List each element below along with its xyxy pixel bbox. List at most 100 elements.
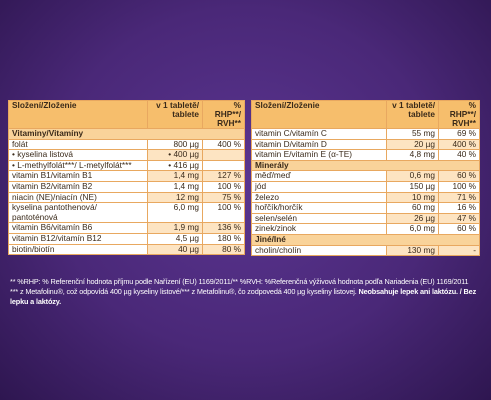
table-row: vitamin D/vitamín D 20 µg 400 % (251, 138, 480, 151)
table-row: vitamin C/vitamín C 55 mg 69 % (251, 128, 480, 140)
table-row: železo 10 mg 71 % (251, 191, 480, 204)
rhp: 136 % (202, 222, 245, 234)
nutrient-name: vitamin B2/vitamín B2 (8, 180, 148, 193)
section-title: Jiné/Iné (251, 233, 480, 246)
table-row: biotin/biotín 40 µg 80 % (8, 243, 245, 256)
amount: 55 mg (386, 128, 439, 140)
rhp: 60 % (438, 223, 480, 235)
nutrient-name: kyselina pantothenová/ pantoténová (8, 202, 148, 224)
rhp: 16 % (438, 202, 480, 214)
table-row: • kyselina listová • 400 µg (8, 149, 245, 161)
nutrient-name: hořčík/horčík (251, 202, 387, 214)
nutrient-name: zinek/zinok (251, 223, 387, 235)
section-title: Minerály (251, 159, 480, 172)
rhp: 69 % (438, 128, 480, 140)
header-cell: Složení/Zloženie (251, 100, 387, 129)
amount: 4,5 µg (147, 232, 203, 245)
table-row: kyselina pantothenová/ pantoténová 6,0 mg… (8, 202, 245, 224)
amount: 40 µg (147, 243, 203, 256)
nutrient-name: vitamin E/vitamín E (α-TE) (251, 149, 387, 161)
amount: 10 mg (386, 191, 439, 204)
amount: • 416 µg (147, 159, 203, 172)
table-row: folát 800 µg 400 % (8, 138, 245, 151)
nutrient-name: folát (8, 138, 148, 151)
table-row: zinek/zinok 6,0 mg 60 % (251, 223, 480, 235)
table-row: vitamin B12/vitamín B12 4,5 µg 180 % (8, 232, 245, 245)
rhp: 71 % (438, 191, 480, 204)
nutrient-name: vitamin B6/vitamín B6 (8, 222, 148, 234)
rhp: 47 % (438, 212, 480, 225)
table-row: vitamin B1/vitamín B1 1,4 mg 127 % (8, 170, 245, 182)
nutrient-name: • kyselina listová (8, 149, 148, 161)
nutrient-name: měď/meď (251, 170, 387, 182)
nutrient-name: niacin (NE)/niacín (NE) (8, 191, 148, 204)
table-row: měď/meď 0,6 mg 60 % (251, 170, 480, 182)
footnote: *** z Metafolinu®, což odpovídá 400 µg k… (10, 287, 357, 296)
amount: 4,8 mg (386, 149, 439, 161)
rhp: 180 % (202, 232, 245, 245)
nutrient-name: cholin/cholín (251, 244, 387, 257)
section-row: Minerály (251, 159, 480, 172)
amount: 800 µg (147, 138, 203, 151)
amount: 12 mg (147, 191, 203, 204)
rhp: 100 % (202, 202, 245, 224)
nutrient-name: železo (251, 191, 387, 204)
nutrition-table: Složení/Zloženie v 1 tabletě/ tablete% RH… (251, 100, 480, 257)
rhp: 60 % (438, 170, 480, 182)
header-row: Složení/Zloženie v 1 tabletě/ tablete% RH… (8, 100, 245, 129)
nutrient-name: vitamin D/vitamín D (251, 138, 387, 151)
amount: 60 mg (386, 202, 439, 214)
nutrient-name: vitamin B12/vitamín B12 (8, 232, 148, 245)
table-row: • L-methylfolát***/ L-metylfolát*** • 416… (8, 159, 245, 172)
rhp: 40 % (438, 149, 480, 161)
footnote: *** z Metafolinu®, což odpovídá 400 µg k… (10, 287, 488, 307)
footnote: ** %RHP: % Referenční hodnota příjmu pod… (10, 277, 469, 286)
rhp (202, 159, 245, 172)
amount: 20 µg (386, 138, 439, 151)
amount: 26 µg (386, 212, 439, 225)
table-row: cholin/cholín 130 mg - (251, 244, 480, 257)
table-row: vitamin B2/vitamín B2 1,4 mg 100 % (8, 180, 245, 193)
rhp: 100 % (202, 180, 245, 193)
rhp: 400 % (202, 138, 245, 151)
nutrient-name: • L-methylfolát***/ L-metylfolát*** (8, 159, 148, 172)
section-title: Vitaminy/Vitamíny (8, 128, 245, 140)
nutrient-name: vitamin B1/vitamín B1 (8, 170, 148, 182)
header-cell: Složení/Zloženie (8, 100, 148, 129)
table-row: hořčík/horčík 60 mg 16 % (251, 202, 480, 214)
nutrient-name: selen/selén (251, 212, 387, 225)
rhp: - (438, 244, 480, 257)
nutrient-name: biotin/biotín (8, 243, 148, 256)
nutrient-name: vitamin C/vitamín C (251, 128, 387, 140)
section-row: Jiné/Iné (251, 233, 480, 246)
amount: 1,4 mg (147, 170, 203, 182)
amount: 6,0 mg (147, 202, 203, 224)
nutrition-table: Složení/Zloženie v 1 tabletě/ tablete% RH… (8, 100, 245, 256)
rhp: 127 % (202, 170, 245, 182)
table-row: jód 150 µg 100 % (251, 180, 480, 193)
table-row: selen/selén 26 µg 47 % (251, 212, 480, 225)
amount: 6,0 mg (386, 223, 439, 235)
rhp (202, 149, 245, 161)
header-cell: % RHP**/ RVH** (438, 100, 480, 129)
rhp: 400 % (438, 138, 480, 151)
amount: • 400 µg (147, 149, 203, 161)
nutrient-name: jód (251, 180, 387, 193)
footnotes: ** %RHP: % Referenční hodnota příjmu pod… (10, 277, 488, 307)
table-row: vitamin B6/vitamín B6 1,9 mg 136 % (8, 222, 245, 234)
amount: 0,6 mg (386, 170, 439, 182)
allergen-note: Neobsahuje lepek ani laktózu. / Bez lepk… (10, 287, 477, 306)
rhp: 100 % (438, 180, 480, 193)
amount: 1,9 mg (147, 222, 203, 234)
header-cell: v 1 tabletě/ tablete (147, 100, 203, 129)
header-cell: % RHP**/ RVH** (202, 100, 245, 129)
table-row: niacin (NE)/niacín (NE) 12 mg 75 % (8, 191, 245, 204)
amount: 150 µg (386, 180, 439, 193)
amount: 1,4 mg (147, 180, 203, 193)
section-row: Vitaminy/Vitamíny (8, 128, 245, 140)
rhp: 75 % (202, 191, 245, 204)
header-cell: v 1 tabletě/ tablete (386, 100, 439, 129)
rhp: 80 % (202, 243, 245, 256)
amount: 130 mg (386, 244, 439, 257)
